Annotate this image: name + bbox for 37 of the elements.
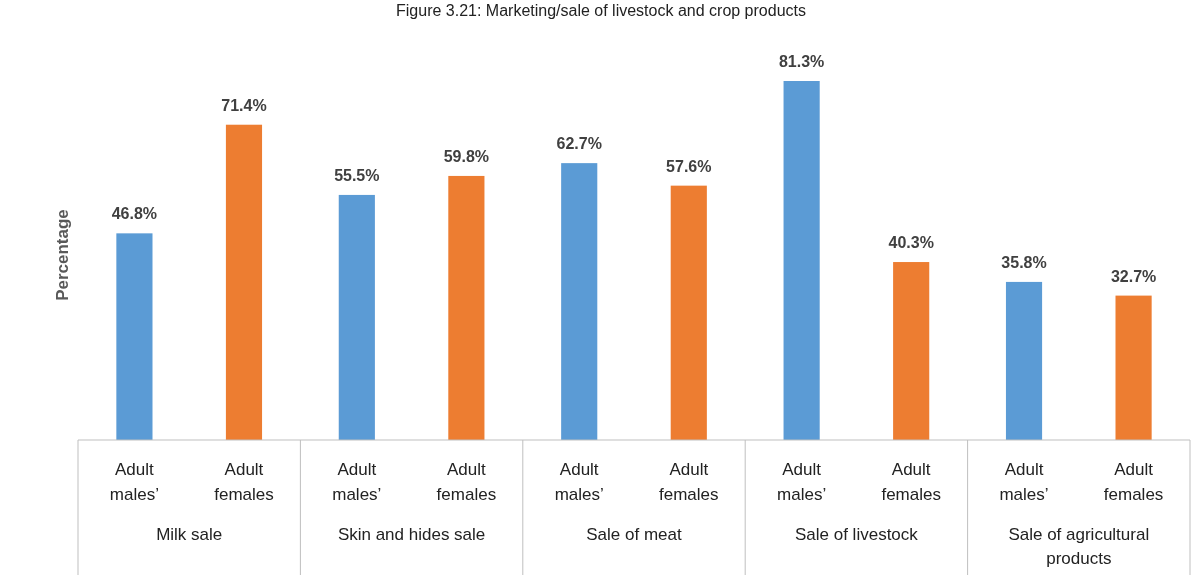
bar xyxy=(670,185,707,440)
bar xyxy=(561,163,598,440)
x-tick-label: Sale of agricultural products xyxy=(1008,525,1150,568)
text: Adult females xyxy=(659,460,719,504)
data-label: 35.8% xyxy=(1001,253,1047,271)
text: Adult females xyxy=(214,460,274,504)
x-tick-label: Sale of meat xyxy=(586,525,682,544)
bar xyxy=(893,262,930,440)
series-label: Adult females xyxy=(881,460,941,504)
x-tick-label: Sale of livestock xyxy=(794,525,919,544)
data-label: 62.7% xyxy=(556,135,602,153)
data-label: 81.3% xyxy=(778,53,825,70)
data-label: 71.4% xyxy=(221,96,267,114)
text: Adult males’ xyxy=(554,460,604,504)
x-tick-label: Skin and hides sale xyxy=(337,525,486,544)
chart-title: Figure 3.21: Marketing/sale of livestock and crop products xyxy=(396,2,806,19)
data-label: 32.7% xyxy=(1110,267,1157,285)
text: Adult males’ xyxy=(999,460,1049,504)
data-label: 59.8% xyxy=(443,147,490,165)
bar xyxy=(116,233,153,440)
y-axis-title: Percentage xyxy=(53,209,72,301)
bar xyxy=(1115,295,1152,440)
text: Adult females xyxy=(1103,460,1164,504)
bar xyxy=(448,175,485,440)
bar xyxy=(225,124,263,440)
data-label: 55.5% xyxy=(334,166,380,184)
bar xyxy=(338,194,375,440)
bar xyxy=(783,81,820,440)
data-label: 46.8% xyxy=(111,205,158,223)
bar xyxy=(1005,281,1043,440)
text: Adult males’ xyxy=(109,460,159,504)
x-tick-label: Milk sale xyxy=(156,525,223,544)
data-label: 57.6% xyxy=(666,157,712,175)
text: Adult females xyxy=(436,460,497,504)
text: Adult males’ xyxy=(332,460,382,504)
series-label: Adult males’ xyxy=(777,460,827,504)
data-label: 40.3% xyxy=(888,234,934,252)
